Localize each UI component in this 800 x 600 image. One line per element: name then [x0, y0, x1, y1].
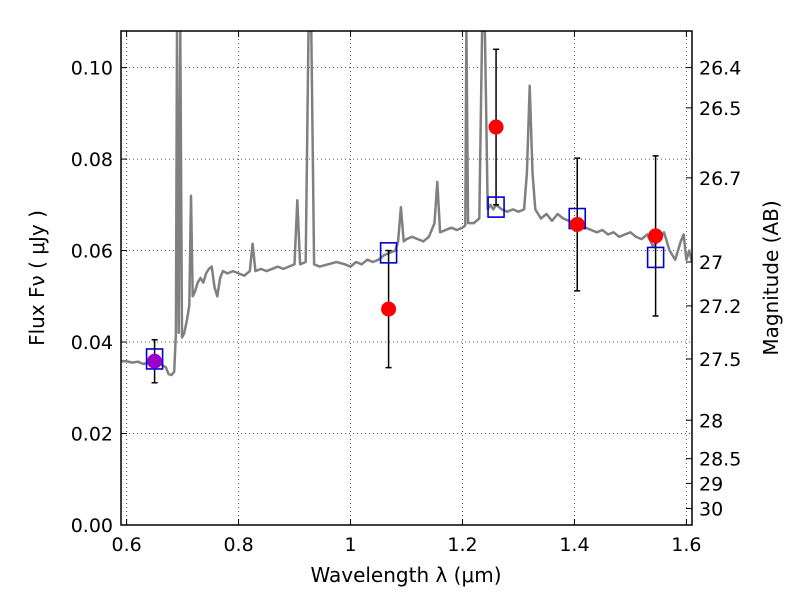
mag-tick-label: 28 — [699, 410, 723, 432]
synthetic-photometry-square — [379, 242, 398, 264]
plot-frame — [120, 30, 693, 526]
synthetic-photometry-square — [646, 246, 665, 269]
mag-tick-label: 28.5 — [699, 449, 741, 471]
mag-tick-label: 27.5 — [699, 349, 741, 371]
observed-point — [381, 301, 397, 317]
y-tick-label: 0.00 — [71, 515, 113, 537]
observed-point-highlight — [147, 353, 163, 369]
x-tick-label: 1.2 — [447, 534, 477, 556]
model-spectrum-line — [121, 31, 692, 377]
axis-ticks — [121, 31, 692, 526]
grid-lines — [121, 31, 692, 525]
observed-point — [488, 119, 504, 135]
mag-tick-label: 26.5 — [699, 98, 741, 120]
mag-tick-label: 27 — [699, 252, 723, 274]
observed-point — [569, 216, 585, 232]
x-tick-label: 1 — [344, 534, 356, 556]
y-axis-label: Flux Fν ( μJy ) — [25, 210, 49, 346]
x-tick-label: 1.4 — [559, 534, 589, 556]
mag-tick-label: 26.4 — [699, 58, 741, 80]
x-tick-label: 0.6 — [111, 534, 141, 556]
x-tick-label: 0.8 — [223, 534, 253, 556]
mag-tick-label: 30 — [699, 499, 723, 521]
y-right-axis-label: Magnitude (AB) — [759, 200, 783, 355]
y-tick-label: 0.10 — [71, 58, 113, 80]
mag-tick-label: 29 — [699, 473, 723, 495]
observed-point — [648, 228, 664, 244]
y-tick-label: 0.06 — [71, 241, 113, 263]
y-tick-label: 0.04 — [71, 332, 113, 354]
data-layer — [121, 31, 692, 384]
synthetic-photometry-square — [145, 348, 164, 370]
mag-tick-label: 27.2 — [699, 296, 741, 318]
mag-tick-label: 26.7 — [699, 168, 741, 190]
y-tick-label: 0.08 — [71, 149, 113, 171]
synthetic-photometry-square — [487, 196, 505, 218]
x-tick-label: 1.6 — [671, 534, 701, 556]
y-tick-label: 0.02 — [71, 424, 113, 446]
tick-labels: 0.6 0.8 1 1.2 1.4 1.6 0.00 0.02 0.04 0.06 0.08 0.10… — [71, 58, 742, 556]
x-axis-label: Wavelength λ (μm) — [310, 563, 501, 587]
